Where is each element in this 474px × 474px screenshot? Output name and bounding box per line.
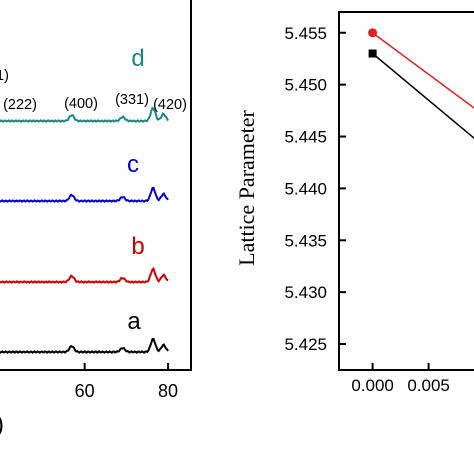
lattice-x-ticks: 0.000 0.005 [351, 363, 450, 395]
lattice-y-tick-label: 5.425 [284, 335, 327, 354]
xrd-curves [0, 106, 169, 354]
lattice-y-ticks: 5.455 5.450 5.445 5.440 5.435 5.430 5.425 [284, 24, 346, 354]
xrd-curve-label: c [127, 151, 139, 178]
xrd-curve-labels: a b c d [127, 45, 145, 335]
xrd-curve-label: b [131, 233, 144, 260]
lattice-panel: 5.455 5.450 5.445 5.440 5.435 5.430 5.425 0.00… [234, 11, 474, 395]
xrd-peak-labels: 1) (222) (400) (331) (420) [0, 68, 187, 113]
xrd-curve-label: a [127, 308, 141, 335]
lattice-point-square [368, 49, 377, 58]
lattice-point-circle [368, 28, 378, 38]
lattice-series-line [372, 52, 474, 140]
lattice-plot-frame [338, 11, 474, 371]
lattice-y-axis-label: Lattice Parameter [234, 109, 259, 265]
xrd-peak-label: (331) [115, 92, 149, 108]
xrd-peak-label: 1) [0, 68, 9, 84]
xrd-x-ticks: 60 80 [75, 363, 178, 401]
lattice-series-line [372, 32, 474, 109]
xrd-x-tick-label: 60 [75, 381, 95, 401]
lattice-y-tick-label: 5.430 [284, 283, 327, 302]
lattice-y-tick-label: 5.440 [284, 179, 327, 198]
xrd-curve-label: d [131, 45, 144, 72]
xrd-plot-frame [0, 0, 192, 371]
xrd-peak-label: (420) [153, 97, 187, 113]
lattice-x-tick-label: 0.005 [407, 376, 450, 395]
xrd-curve-c [0, 186, 169, 203]
xrd-peak-label: (400) [64, 96, 98, 112]
lattice-series [368, 28, 474, 140]
lattice-y-tick-label: 5.435 [284, 231, 327, 250]
xrd-peak-label: (222) [3, 97, 37, 113]
xrd-x-axis-label-fragment: ) [0, 411, 4, 438]
xrd-curve-a [0, 337, 169, 354]
lattice-y-tick-label: 5.445 [284, 128, 327, 147]
xrd-curve-b [0, 266, 169, 284]
xrd-x-tick-label: 80 [158, 381, 178, 401]
xrd-panel: a b c d 1) (222) (400) (331)(420) 60 80 ) [0, 0, 192, 438]
lattice-y-tick-label: 5.450 [284, 76, 327, 95]
xrd-curve-d [0, 106, 169, 123]
lattice-y-tick-label: 5.455 [284, 24, 327, 43]
lattice-x-tick-label: 0.000 [351, 376, 394, 395]
